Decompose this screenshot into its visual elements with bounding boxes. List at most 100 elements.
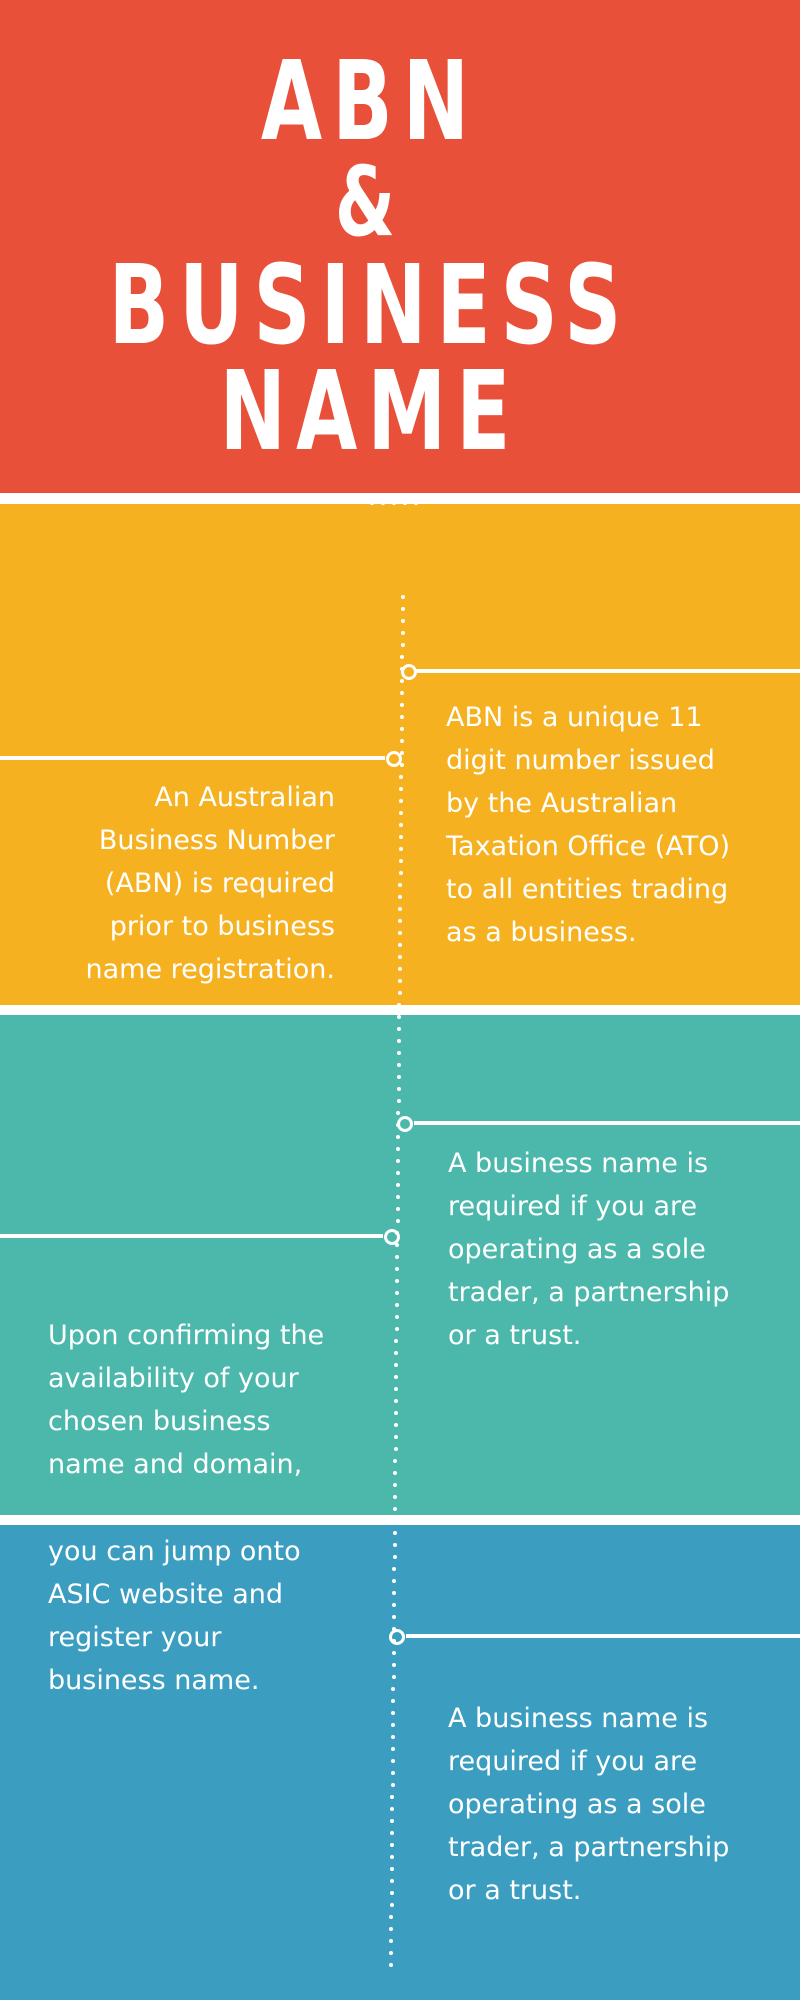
timeline-dot xyxy=(395,1255,400,1259)
timeline-dot xyxy=(392,1579,397,1583)
timeline-dot xyxy=(389,1915,394,1919)
timeline-dot xyxy=(397,1027,402,1031)
connector-line xyxy=(406,1634,800,1638)
timeline-dot xyxy=(393,1435,398,1439)
timeline-dot xyxy=(391,1711,396,1715)
timeline-dot xyxy=(396,1147,401,1151)
timeline-dot xyxy=(399,823,403,827)
timeline-dot xyxy=(394,1327,399,1331)
timeline-dot xyxy=(390,1771,395,1775)
timeline-dot xyxy=(390,1843,395,1847)
timeline-dot xyxy=(389,1903,394,1907)
timeline-dot xyxy=(394,1351,399,1355)
timeline-dot xyxy=(397,1051,401,1055)
timeline-dot xyxy=(399,775,404,779)
timeline-dot xyxy=(403,501,407,505)
timeline-dot xyxy=(396,1135,401,1139)
timeline-dot xyxy=(393,1495,398,1499)
title-band: ABN & BUSINESS NAME xyxy=(0,0,800,493)
timeline-dot xyxy=(398,895,403,899)
timeline-dot xyxy=(390,1795,395,1799)
timeline-dot xyxy=(390,1831,395,1835)
timeline-dot xyxy=(392,1519,397,1523)
timeline-dot xyxy=(395,1231,400,1235)
timeline-dot xyxy=(389,1963,393,1967)
timeline-dot xyxy=(393,1471,398,1475)
asic-registration-text: you can jump onto ASIC website and regis… xyxy=(48,1536,301,1696)
timeline-dot xyxy=(381,501,385,505)
timeline-dot xyxy=(398,847,403,851)
timeline-dot xyxy=(414,501,418,505)
timeline-dot xyxy=(398,883,403,887)
timeline-dot xyxy=(400,631,405,635)
timeline-dot xyxy=(397,967,402,971)
timeline-dot xyxy=(398,931,403,935)
timeline-dot xyxy=(392,501,396,505)
timeline-dot xyxy=(391,1675,396,1679)
timeline-dot xyxy=(399,799,404,803)
timeline-dot xyxy=(394,1387,399,1391)
timeline-dot xyxy=(391,1687,396,1691)
timeline-dot xyxy=(397,1039,402,1043)
timeline-dot xyxy=(392,1567,397,1571)
timeline-node xyxy=(386,751,402,767)
timeline-dot xyxy=(398,907,403,911)
timeline-dot xyxy=(397,943,402,947)
timeline-dot xyxy=(390,1807,395,1811)
timeline-dot xyxy=(392,1531,397,1535)
timeline-dot xyxy=(398,919,403,923)
business-name-requirement-text: A business name is required if you are o… xyxy=(448,1148,730,1351)
connector-line xyxy=(0,1234,383,1238)
timeline-node xyxy=(389,1629,405,1645)
timeline-dot xyxy=(394,1339,399,1343)
timeline-dot xyxy=(392,1615,397,1619)
timeline-dot xyxy=(389,1891,394,1895)
timeline-dot xyxy=(394,1303,399,1307)
timeline-dot xyxy=(400,643,405,647)
timeline-dot xyxy=(389,1855,394,1859)
timeline-dot xyxy=(397,1015,402,1019)
timeline-dot xyxy=(399,751,404,755)
title-line-ampersand: & xyxy=(334,146,406,258)
timeline-dot xyxy=(389,1939,394,1943)
timeline-dot xyxy=(391,1699,396,1703)
timeline-dot xyxy=(397,991,402,995)
connector-line xyxy=(0,756,385,760)
asic-section xyxy=(0,1525,800,2000)
timeline-dot xyxy=(393,1423,398,1427)
timeline-dot xyxy=(393,1507,397,1511)
timeline-dot xyxy=(401,595,405,599)
timeline-dot xyxy=(398,835,403,839)
timeline-dot xyxy=(390,1783,395,1787)
timeline-dot xyxy=(396,1087,401,1091)
timeline-dot xyxy=(396,1099,401,1103)
timeline-dot xyxy=(397,1003,402,1007)
timeline-dot xyxy=(393,1399,398,1403)
timeline-dot xyxy=(391,1723,396,1727)
timeline-dot xyxy=(390,1759,395,1763)
connector-line xyxy=(414,1121,800,1125)
timeline-dot xyxy=(395,1195,400,1199)
timeline-dot xyxy=(389,1951,394,1955)
timeline-dot xyxy=(392,1543,397,1547)
connector-line xyxy=(414,669,800,673)
timeline-dot xyxy=(399,763,404,767)
timeline-node xyxy=(401,664,417,680)
timeline-dot xyxy=(396,1123,401,1127)
timeline-dot xyxy=(389,1879,394,1883)
timeline-node xyxy=(384,1229,400,1245)
timeline-dot xyxy=(400,655,405,659)
timeline-dot xyxy=(397,979,402,983)
timeline-dot xyxy=(395,1183,400,1187)
timeline-dot xyxy=(399,811,404,815)
timeline-dot xyxy=(394,1375,399,1379)
timeline-dot xyxy=(391,1651,396,1655)
timeline-dot xyxy=(393,1459,398,1463)
timeline-dot xyxy=(392,1591,397,1595)
timeline-dot xyxy=(395,1219,400,1223)
title-line-abn: ABN xyxy=(260,37,480,165)
timeline-dot xyxy=(395,1207,400,1211)
timeline-dot xyxy=(393,1483,398,1487)
timeline-dot xyxy=(391,1627,396,1631)
timeline-dot xyxy=(399,739,404,743)
